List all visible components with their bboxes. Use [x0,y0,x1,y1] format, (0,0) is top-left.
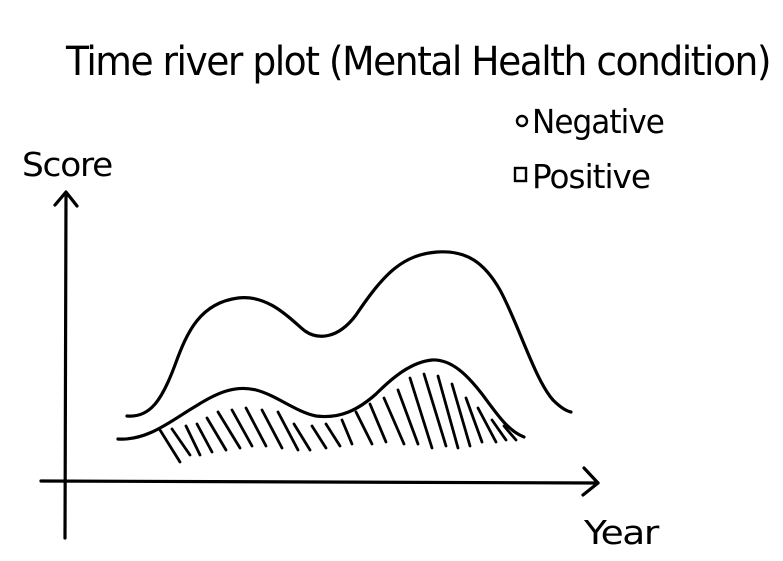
y-axis-line [63,192,68,540]
y-axis-arrow-icon [53,190,79,208]
positive-stream-hatching [158,372,518,464]
legend-label-negative: Negative [532,102,664,141]
y-axis: Score [22,145,113,540]
x-axis: Year [39,466,661,552]
x-axis-label: Year [583,513,660,552]
x-axis-line [39,479,600,485]
legend-item-negative: Negative [515,102,665,141]
legend: Negative Positive [513,102,665,196]
positive-stream-outline [116,358,526,441]
x-axis-arrow-icon [581,466,600,497]
negative-stream-outline [125,250,573,418]
legend-item-positive: Positive [513,157,651,196]
legend-label-positive: Positive [532,157,650,196]
chart-title: Time river plot (Mental Health condition… [65,39,770,85]
y-axis-label: Score [22,145,112,184]
positive-marker-icon [513,166,528,183]
negative-marker-icon [515,114,529,128]
positive-stream [116,358,526,464]
